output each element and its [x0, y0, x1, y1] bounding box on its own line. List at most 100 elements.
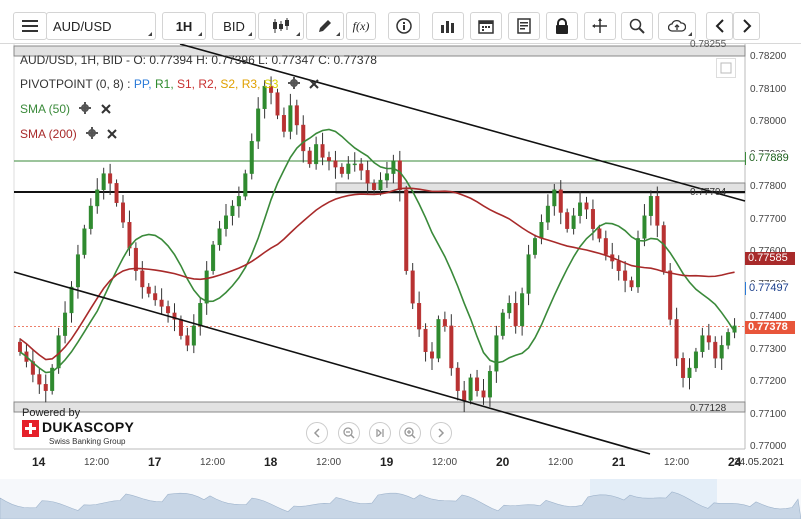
close-icon [107, 129, 118, 139]
pivot-remove-icon[interactable] [309, 78, 319, 92]
pivot-item: R3, [241, 77, 264, 91]
candle-body [558, 189, 563, 213]
candle-body [269, 85, 274, 93]
bar-chart-icon [441, 21, 454, 33]
expand-button[interactable] [716, 58, 736, 78]
price-tick-label: 0.77800 [750, 181, 787, 192]
candle-body [37, 374, 42, 385]
sma50-settings-icon[interactable] [79, 102, 92, 117]
close-icon [309, 79, 319, 89]
pivot-settings-icon[interactable] [287, 77, 300, 92]
candle-body [223, 215, 228, 229]
sma200-remove-icon[interactable] [107, 128, 118, 142]
upload-button[interactable] [658, 12, 696, 40]
candle-body [75, 254, 80, 288]
candle-body [726, 332, 731, 346]
candle-body [616, 260, 621, 272]
date-label: 24.05.2021 [734, 457, 785, 468]
candle-body [487, 371, 492, 398]
candle-body [713, 341, 718, 359]
candle-body [43, 384, 48, 391]
candle-body [101, 173, 106, 191]
candle-body [114, 183, 119, 203]
price-chart[interactable] [0, 44, 801, 519]
pivot-items: PP, R1, S1, R2, S2, R3, S3 [134, 77, 282, 91]
zoom-button[interactable] [621, 12, 653, 40]
candle-body [185, 335, 190, 346]
zoom-out-button[interactable] [338, 422, 360, 444]
nav-back-button[interactable] [306, 422, 328, 444]
side-select[interactable]: BID [212, 12, 256, 40]
magnifier-icon [629, 18, 645, 34]
sma50-remove-icon[interactable] [100, 103, 111, 117]
brand-name: DUKASCOPY [42, 419, 135, 435]
symbol-select[interactable]: AUD/USD [46, 12, 156, 40]
candle-body [590, 209, 595, 229]
menu-button[interactable] [13, 12, 47, 40]
candle-body [539, 221, 544, 239]
chart-type-button[interactable] [258, 12, 304, 40]
toolbar: AUD/USD 1H BID f(x) [0, 0, 801, 44]
lock-button[interactable] [546, 12, 578, 40]
scroll-left-button[interactable] [706, 12, 733, 40]
gear-icon [79, 102, 92, 115]
candle-body [339, 166, 344, 174]
candle-body [623, 270, 628, 281]
candle-body [50, 367, 55, 391]
sma50-price-tag: 0.77497 [745, 282, 795, 295]
navigator[interactable] [0, 479, 801, 519]
candle-body [127, 221, 132, 249]
candle-body [462, 390, 467, 401]
candle-body [230, 205, 235, 216]
swiss-cross-icon [25, 423, 36, 434]
time-tick-label: 12:00 [548, 457, 574, 468]
crosshair-button[interactable] [584, 12, 616, 40]
info-button[interactable] [388, 12, 420, 40]
scroll-right-button[interactable] [733, 12, 760, 40]
sma200-line [19, 187, 735, 361]
timeframe-select[interactable]: 1H [162, 12, 206, 40]
sma50-line [19, 128, 736, 374]
volume-button[interactable] [432, 12, 464, 40]
candle-body [719, 345, 724, 359]
pivot-sep: : [127, 77, 131, 91]
zoom-in-icon [404, 427, 416, 439]
candle-body [211, 244, 216, 272]
reset-view-button[interactable] [369, 422, 391, 444]
reset-icon [376, 429, 384, 437]
calendar-icon [478, 20, 494, 34]
candle-body [204, 270, 209, 304]
candle-body [475, 377, 480, 391]
chart-area[interactable]: AUD/USD, 1H, BID - O: 0.77394 H: 0.77396… [0, 39, 801, 519]
calendar-button[interactable] [470, 12, 502, 40]
candle-body [307, 150, 312, 165]
fx-label: f(x) [352, 18, 370, 33]
candle-body [468, 377, 473, 401]
dukascopy-logo [22, 420, 39, 437]
zoom-in-button[interactable] [399, 422, 421, 444]
candle-body [417, 303, 422, 330]
candle-body [301, 124, 306, 152]
candle-body [365, 170, 370, 184]
candle-body [281, 115, 286, 132]
navigator-series [0, 491, 801, 519]
candle-body [120, 202, 125, 223]
zoom-out-icon [343, 427, 355, 439]
sma200-settings-icon[interactable] [86, 127, 99, 142]
candle-body [513, 303, 518, 327]
indicators-button[interactable]: f(x) [346, 12, 376, 40]
candle-body [191, 325, 196, 346]
draw-button[interactable] [306, 12, 344, 40]
side-label: BID [223, 18, 245, 34]
candle-body [500, 312, 505, 336]
close-icon [100, 104, 111, 114]
price-tick-label: 0.77600 [750, 246, 786, 257]
time-tick-label: 12:00 [664, 457, 690, 468]
news-button[interactable] [508, 12, 540, 40]
candle-body [166, 306, 171, 314]
timeframe-label: 1H [175, 18, 193, 34]
candle-body [217, 228, 222, 246]
price-tick-label: 0.77400 [750, 311, 787, 322]
nav-forward-button[interactable] [430, 422, 452, 444]
candles-icon [273, 18, 289, 33]
